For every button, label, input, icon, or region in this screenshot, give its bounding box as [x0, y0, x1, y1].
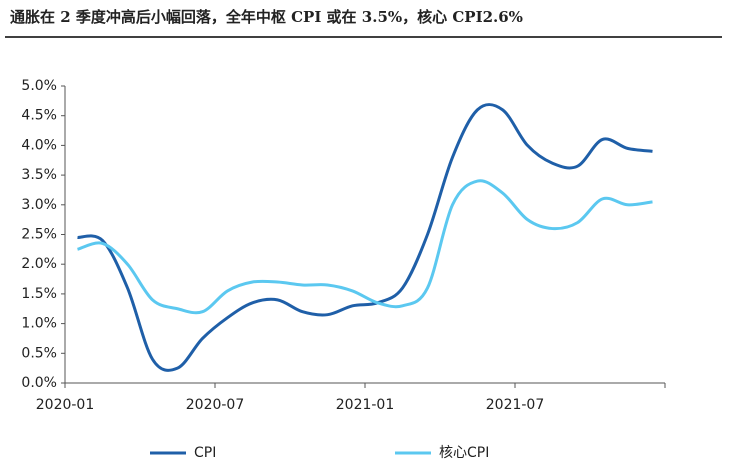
legend-label: CPI: [194, 445, 216, 461]
y-tick-label: 3.5%: [21, 167, 57, 183]
chart-title: 通胀在 2 季度冲高后小幅回落，全年中枢 CPI 或在 3.5%，核心 CPI2…: [10, 8, 523, 26]
line-series: [77, 103, 653, 372]
line-series: [77, 179, 653, 315]
y-tick-label: 5.0%: [21, 78, 57, 94]
x-tick-label: 2020-01: [36, 397, 95, 413]
x-tick-label: 2020-07: [186, 397, 245, 413]
y-tick-label: 2.0%: [21, 256, 57, 272]
x-tick-label: 2021-07: [486, 397, 545, 413]
y-tick-label: 3.0%: [21, 197, 57, 213]
y-tick-label: 0.5%: [21, 345, 57, 361]
y-tick-label: 4.0%: [21, 137, 57, 153]
y-tick-label: 0.0%: [21, 375, 57, 391]
y-tick-label: 4.5%: [21, 108, 57, 124]
x-tick-label: 2021-01: [336, 397, 395, 413]
legend-label: 核心CPI: [439, 445, 489, 461]
y-tick-label: 1.0%: [21, 316, 57, 332]
y-tick-label: 1.5%: [21, 286, 57, 302]
y-tick-label: 2.5%: [21, 227, 57, 243]
